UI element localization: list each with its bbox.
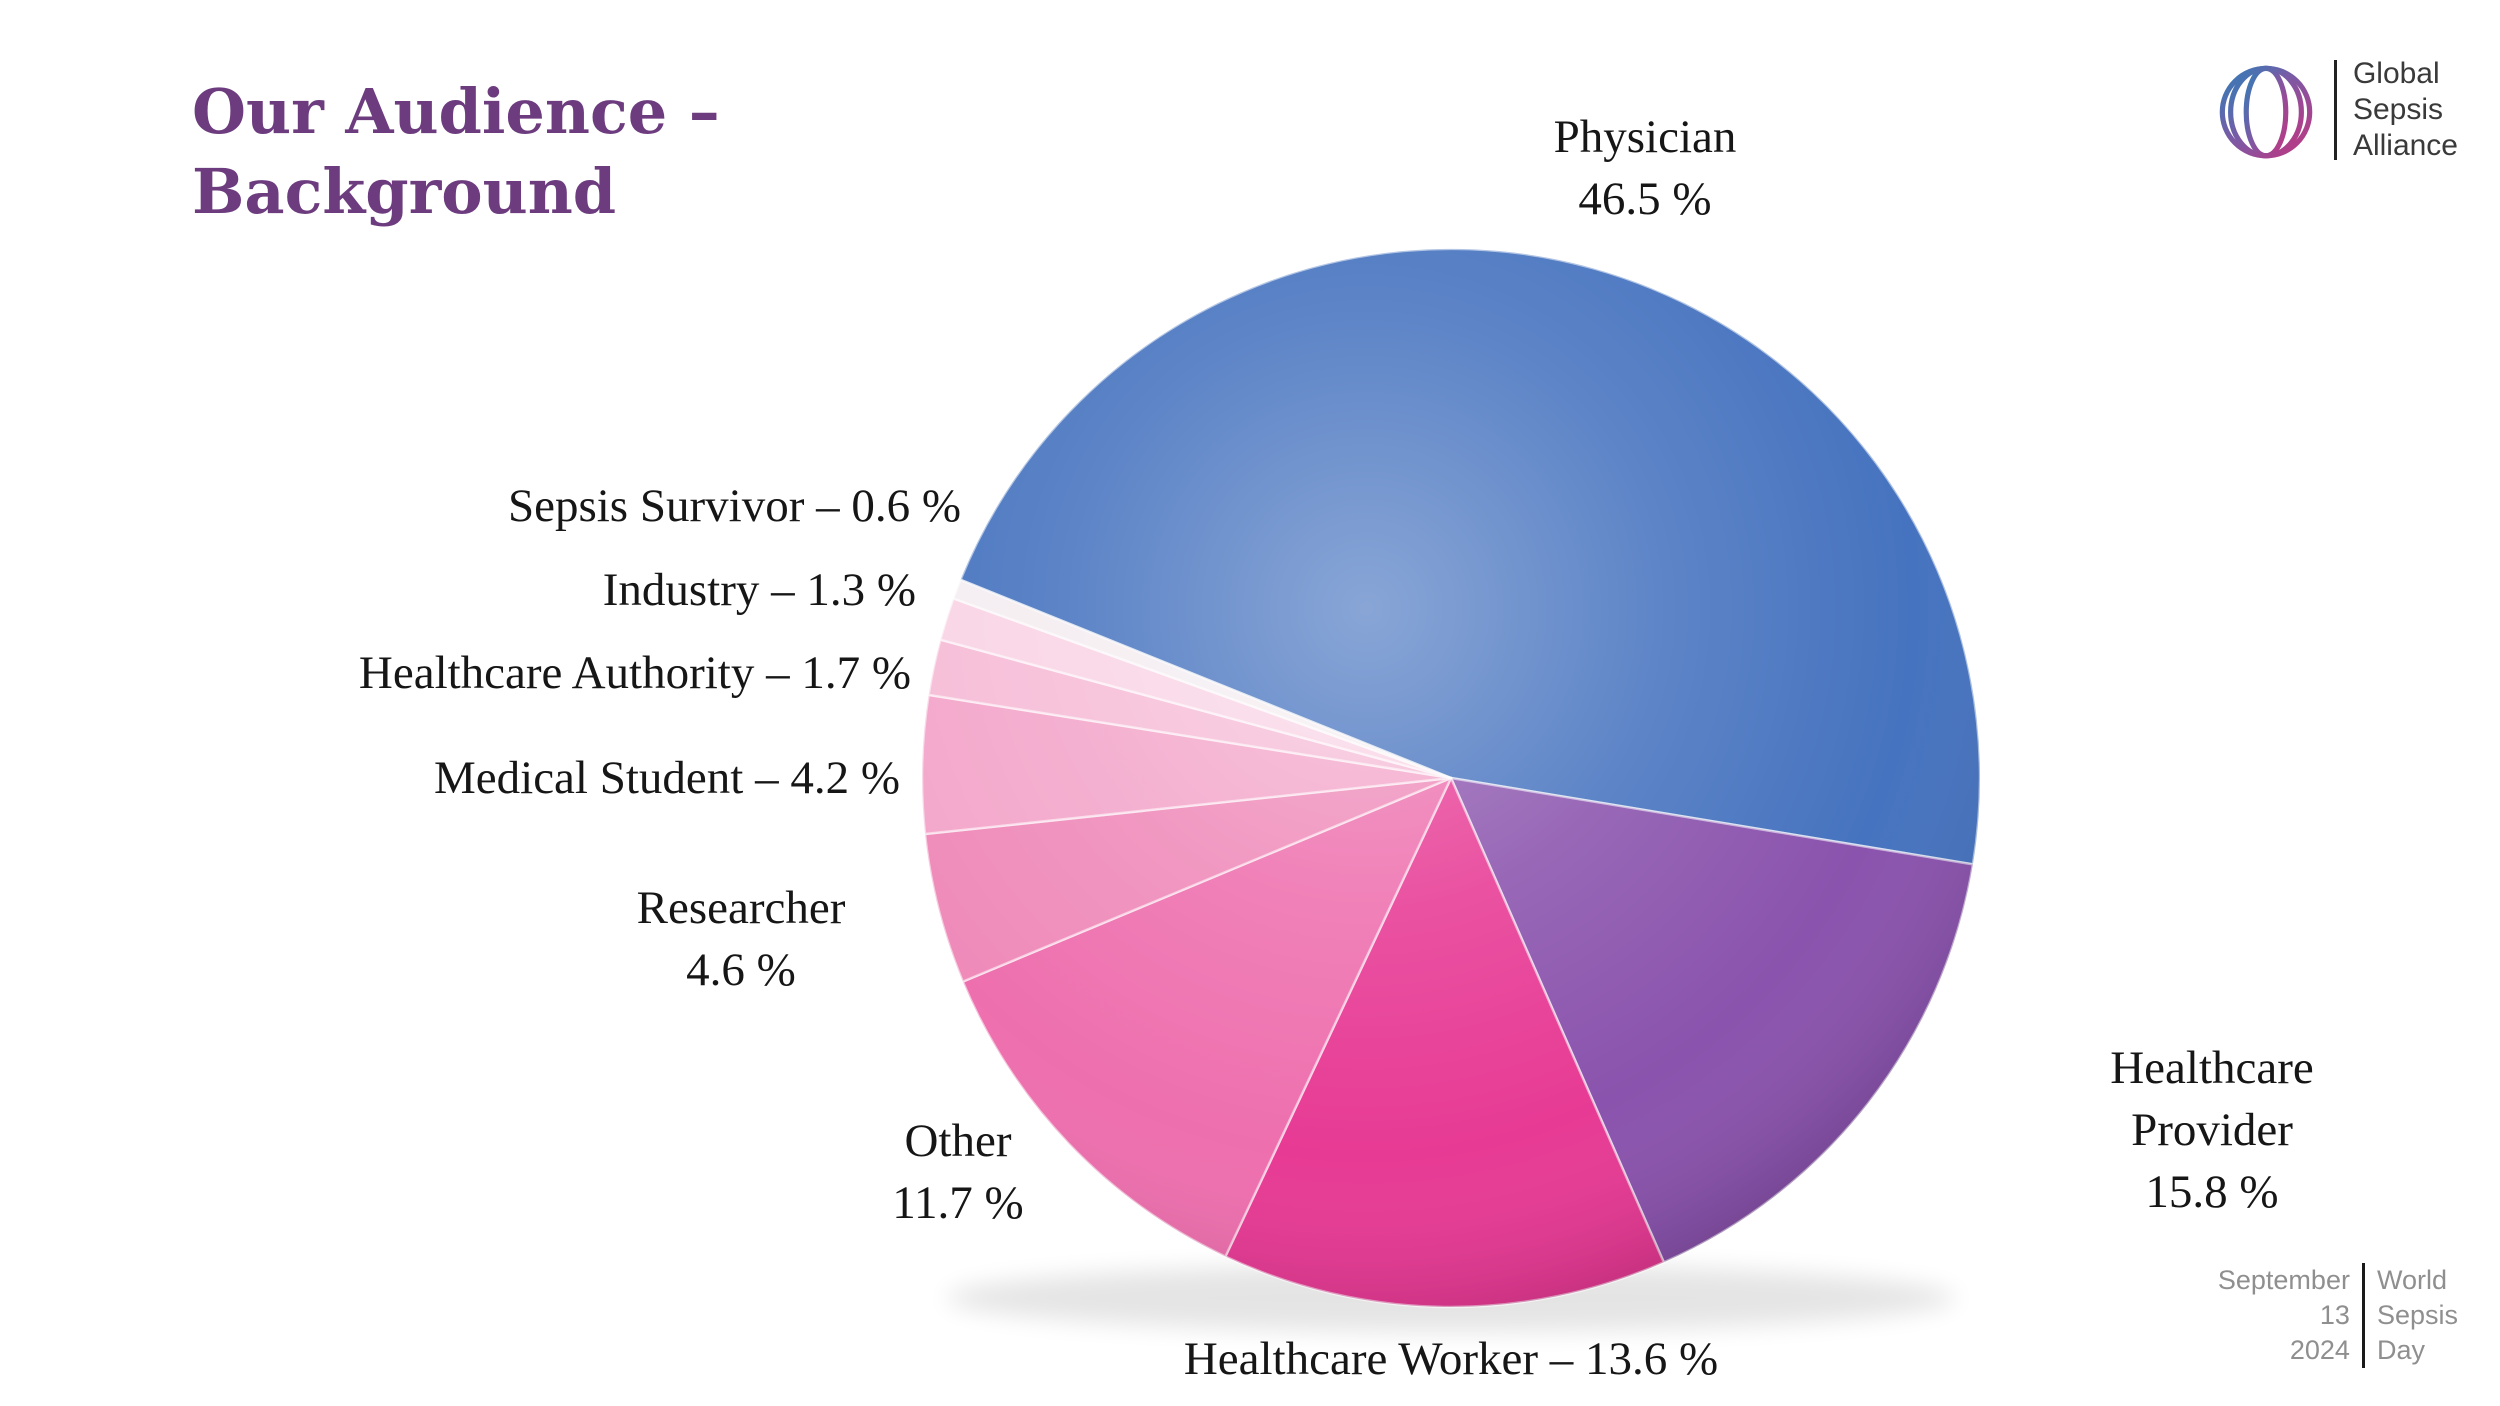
pie-slices-group <box>920 247 1982 1309</box>
gsa-logo: Global Sepsis Alliance <box>2214 56 2458 164</box>
footer-event-line2: Sepsis <box>2376 1300 2458 1330</box>
pie-label-sepsis-survivor: Sepsis Survivor – 0.6 % <box>507 480 961 532</box>
page-title-line2: Background <box>192 155 617 228</box>
pie-label-industry: Industry – 1.3 % <box>602 564 916 616</box>
footer-divider <box>2361 1263 2365 1368</box>
globe-icon <box>2219 65 2313 159</box>
logo-text: Global Sepsis Alliance <box>2353 56 2458 164</box>
footer-date-column: September 13 2024 <box>2218 1263 2350 1368</box>
logo-text-line3: Alliance <box>2352 129 2458 162</box>
pie-label-researcher: Researcher 4.6 % <box>636 882 846 996</box>
footer-date-year: 2024 <box>2289 1335 2350 1365</box>
page-title: Our Audience – Background <box>192 72 720 232</box>
pie-label-healthcare-worker: Healthcare Worker – 13.6 % <box>1183 1333 1719 1385</box>
footer-date-month: September <box>2217 1265 2350 1295</box>
logo-divider <box>2333 60 2337 160</box>
footer-event-line1: World <box>2376 1265 2447 1295</box>
pie-label-medical-student: Medical Student – 4.2 % <box>433 752 900 804</box>
page-title-line1: Our Audience – <box>192 75 720 148</box>
footer-date-day: 13 <box>2319 1300 2350 1330</box>
footer-event-column: World Sepsis Day <box>2377 1263 2458 1368</box>
pie-label-other: Other 11.7 % <box>892 1115 1024 1229</box>
pie-label-healthcare-provider: Healthcare Provider 15.8 % <box>2110 1042 2314 1218</box>
footer-event-line3: Day <box>2376 1335 2425 1365</box>
pie-label-healthcare-authority: Healthcare Authority – 1.7 % <box>358 647 911 699</box>
logo-text-line1: Global <box>2352 57 2440 90</box>
date-event-badge: September 13 2024 World Sepsis Day <box>2218 1263 2458 1368</box>
pie-label-physician: Physician 46.5 % <box>1553 111 1737 225</box>
logo-text-line2: Sepsis <box>2352 93 2443 126</box>
